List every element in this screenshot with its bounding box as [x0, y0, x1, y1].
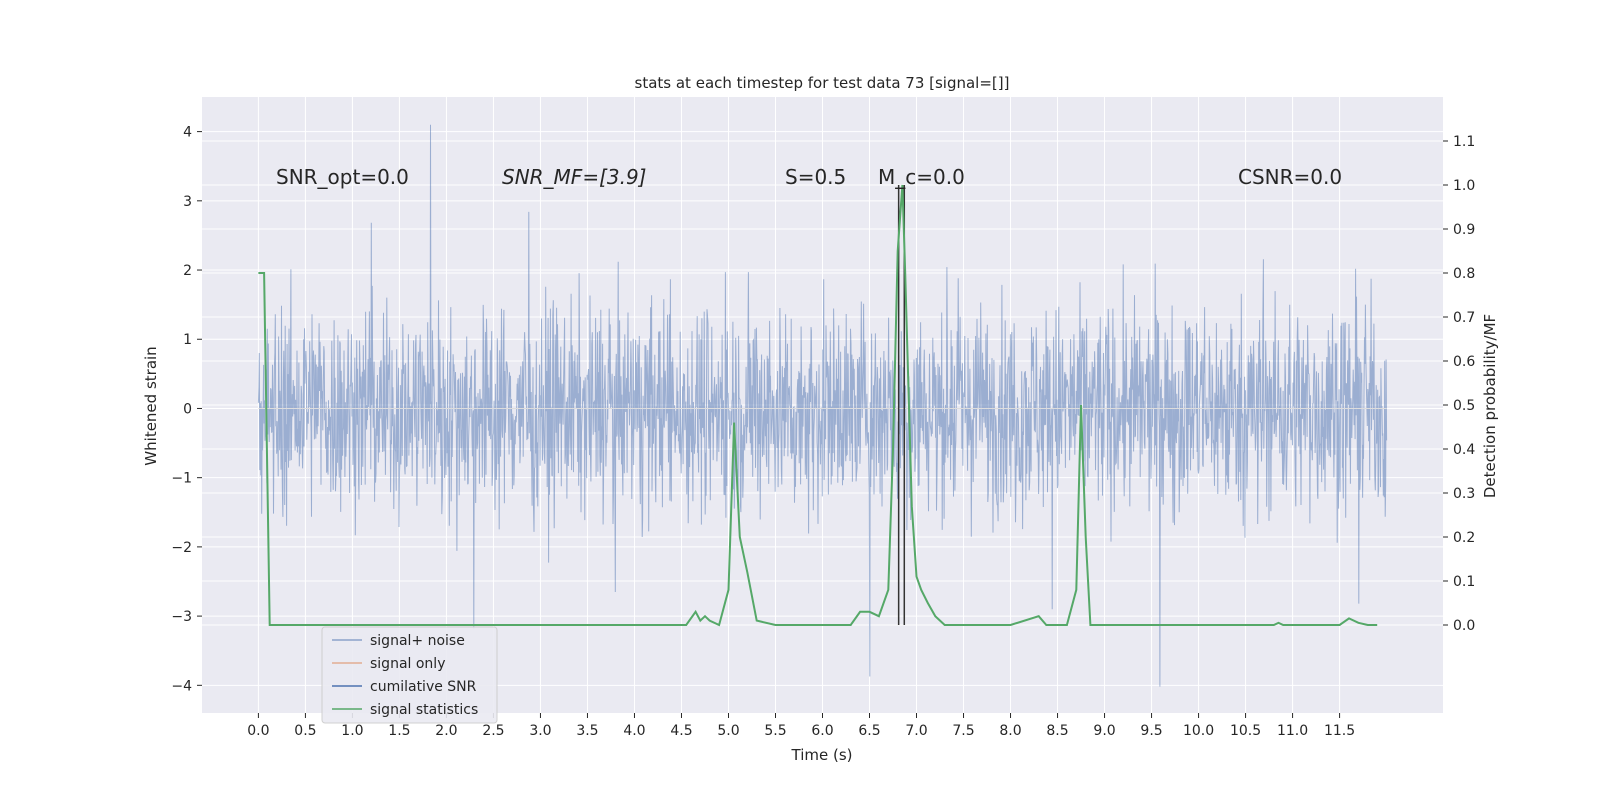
chart-title: stats at each timestep for test data 73 … — [635, 74, 1010, 92]
x-tick-label: 4.5 — [670, 723, 692, 739]
y-tick-label-left: 2 — [183, 263, 192, 279]
y-tick-label-right: 0.6 — [1453, 354, 1475, 370]
annotation-s: S=0.5 — [785, 165, 846, 189]
y-tick-label-left: 0 — [183, 401, 192, 417]
y-tick-label-left: −2 — [171, 540, 192, 556]
y-axis-right-ticks: 0.0 0.1 0.2 0.3 0.4 0.5 0.6 0.7 0.8 0.9 1.0 1.1 — [1443, 134, 1475, 634]
y-axis-right-label: Detection probability/MF — [1481, 314, 1499, 498]
annotation-csnr: CSNR=0.0 — [1238, 165, 1342, 189]
y-tick-label-right: 0.9 — [1453, 222, 1475, 238]
legend-label-signal-statistics: signal statistics — [370, 702, 478, 718]
annotation-snr-mf: SNR_MF=[3.9] — [502, 165, 646, 189]
y-tick-label-right: 0.0 — [1453, 618, 1475, 634]
x-tick-label: 7.5 — [952, 723, 974, 739]
y-tick-label-right: 1.0 — [1453, 178, 1475, 194]
x-tick-label: 2.0 — [435, 723, 457, 739]
x-tick-label: 8.5 — [1046, 723, 1068, 739]
x-tick-label: 4.0 — [623, 723, 645, 739]
signal-noise-trace — [257, 124, 1388, 687]
signal-statistics-trace — [258, 184, 1378, 627]
x-tick-label: 3.0 — [529, 723, 551, 739]
x-tick-label: 0.5 — [294, 723, 316, 739]
annotation-mc: M_c=0.0 — [878, 165, 965, 189]
x-tick-label: 9.0 — [1093, 723, 1115, 739]
x-tick-label: 1.5 — [388, 723, 410, 739]
y-tick-label-left: −1 — [171, 471, 192, 487]
y-tick-label-left: 1 — [183, 332, 192, 348]
annotation-snr-opt: SNR_opt=0.0 — [276, 165, 409, 189]
y-axis-left-ticks: −4 −3 −2 −1 0 1 2 3 4 — [171, 125, 202, 694]
legend-label-signal-noise: signal+ noise — [370, 633, 465, 649]
signal-noise-line — [257, 124, 1388, 687]
x-tick-label: 11.5 — [1324, 723, 1355, 739]
x-axis-ticks: 0.0 0.5 1.0 1.5 2.0 2.5 3.0 3.5 4.0 4.5 5.0 5.5 6.0 6… — [247, 713, 1355, 739]
legend-box — [321, 626, 498, 724]
y-tick-label-right: 0.2 — [1453, 530, 1475, 546]
legend-label-signal-only: signal only — [370, 656, 445, 672]
grid — [202, 97, 1443, 713]
y-tick-label-right: 1.1 — [1453, 134, 1475, 150]
x-tick-label: 11.0 — [1277, 723, 1308, 739]
y-tick-label-left: −4 — [171, 678, 192, 694]
y-tick-label-right: 0.4 — [1453, 442, 1475, 458]
x-tick-label: 10.5 — [1230, 723, 1261, 739]
legend: signal+ noise signal only cumilative SNR… — [321, 626, 498, 724]
y-tick-label-right: 0.1 — [1453, 574, 1475, 590]
x-tick-label: 7.0 — [905, 723, 927, 739]
y-tick-label-right: 0.5 — [1453, 398, 1475, 414]
x-tick-label: 5.5 — [764, 723, 786, 739]
x-tick-label: 0.0 — [247, 723, 269, 739]
y-tick-label-right: 0.8 — [1453, 266, 1475, 282]
x-tick-label: 1.0 — [341, 723, 363, 739]
x-tick-label: 10.0 — [1183, 723, 1214, 739]
y-tick-label-left: 3 — [183, 194, 192, 210]
x-tick-label: 6.0 — [811, 723, 833, 739]
x-tick-label: 3.5 — [576, 723, 598, 739]
x-tick-label: 5.0 — [717, 723, 739, 739]
annotations: SNR_opt=0.0 SNR_MF=[3.9] S=0.5 M_c=0.0 C… — [276, 165, 1342, 189]
x-axis-label: Time (s) — [791, 746, 853, 764]
x-tick-label: 2.5 — [482, 723, 504, 739]
x-tick-label: 8.0 — [999, 723, 1021, 739]
y-axis-left-label: Whitened strain — [142, 346, 160, 465]
x-tick-label: 6.5 — [858, 723, 880, 739]
y-tick-label-right: 0.7 — [1453, 310, 1475, 326]
y-tick-label-left: 4 — [183, 125, 192, 141]
legend-label-cumilative-snr: cumilative SNR — [370, 679, 477, 695]
x-tick-label: 9.5 — [1140, 723, 1162, 739]
y-tick-label-left: −3 — [171, 609, 192, 625]
y-tick-label-right: 0.3 — [1453, 486, 1475, 502]
signal-statistics-line — [258, 184, 1378, 627]
